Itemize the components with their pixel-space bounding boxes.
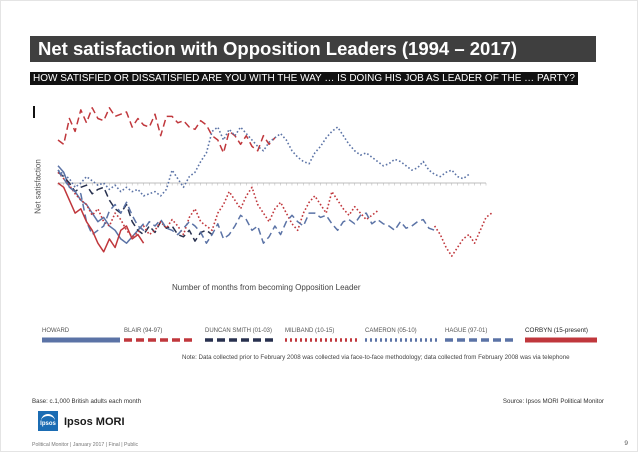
legend-swatch	[124, 338, 196, 342]
page-number: 9	[624, 440, 628, 447]
legend-label: CAMERON (05-10)	[365, 328, 417, 334]
series-line-duncan-smith	[57, 171, 213, 242]
legend-swatch	[42, 337, 120, 343]
legend-swatch	[445, 338, 517, 342]
legend-swatch	[525, 337, 597, 343]
series-line-corbyn-present	[57, 182, 145, 253]
logo-text: Ipsos	[40, 421, 56, 427]
survey-question-text: HOW SATISFIED OR DISSATISFIED ARE YOU WI…	[30, 72, 578, 85]
page-title: Net satisfaction with Opposition Leaders…	[30, 36, 596, 62]
source-text: Source: Ipsos MORI Political Monitor	[502, 398, 604, 405]
legend-label: DUNCAN SMITH (01-03)	[205, 328, 273, 334]
legend-label: BLAIR (94-97)	[124, 328, 163, 334]
x-axis-label: Number of months from becoming Oppositio…	[172, 283, 361, 292]
survey-question: HOW SATISFIED OR DISSATISFIED ARE YOU WI…	[30, 69, 586, 88]
legend-swatch	[205, 338, 277, 342]
methodology-note: Note: Data collected prior to February 2…	[182, 354, 570, 361]
legend-swatch	[285, 338, 357, 342]
legend-label: MILIBAND (10-15)	[285, 328, 335, 334]
legend-label: HAGUE (97-01)	[445, 328, 488, 334]
text-cursor-marker	[33, 106, 35, 118]
legend-swatch	[365, 338, 437, 342]
series-line-corbyn-present-tail	[433, 212, 493, 257]
logo-arc-icon	[41, 414, 55, 424]
series-line-blair	[57, 107, 276, 154]
legend-label: CORBYN (15-present)	[525, 327, 588, 334]
legend-label: HOWARD	[42, 328, 70, 334]
series-line-cameron	[57, 126, 470, 197]
footer-text: Political Monitor | January 2017 | Final…	[32, 442, 139, 448]
base-text: Base: c.1,000 British adults each month	[32, 398, 142, 405]
series-line-hague	[57, 169, 435, 244]
y-axis-label: Net satisfaction	[33, 159, 43, 214]
series-line-miliband	[57, 171, 379, 238]
ipsos-logo: Ipsos	[38, 411, 58, 431]
brand-name: Ipsos MORI	[64, 416, 125, 428]
